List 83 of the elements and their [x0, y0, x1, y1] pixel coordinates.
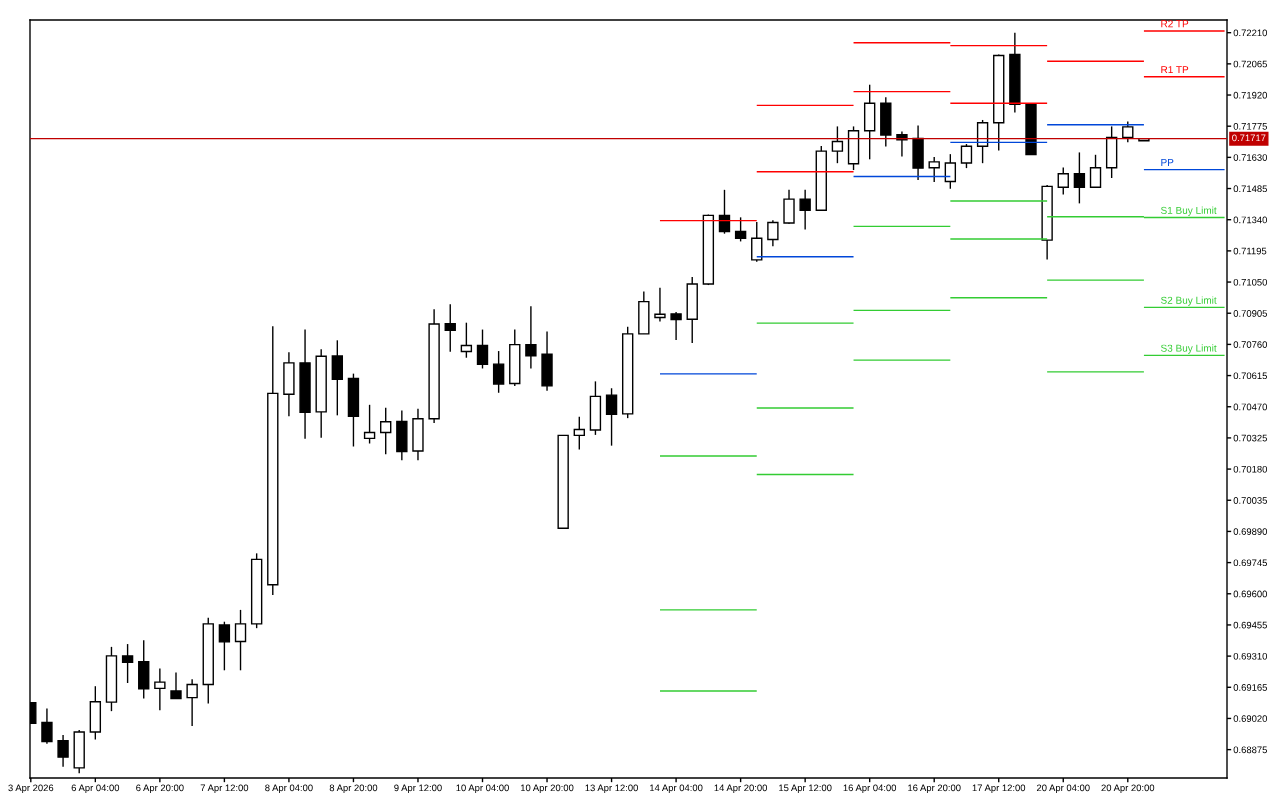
y-tick-label: 0.69020: [1233, 715, 1268, 722]
candlestick: [154, 667, 166, 711]
y-tick-label: 0.69890: [1233, 528, 1268, 535]
x-tick-label: 6 Apr 20:00: [136, 784, 184, 794]
candlestick: [751, 221, 763, 263]
candlestick: [799, 189, 811, 231]
x-tick-label: 20 Apr 20:00: [1101, 784, 1155, 794]
y-tick-label: 0.68875: [1233, 746, 1267, 754]
x-tick-label: 14 Apr 04:00: [650, 784, 703, 794]
candlestick: [170, 671, 182, 700]
series-label: S2 Buy Limit: [1160, 296, 1217, 306]
y-tick-label: 0.70325: [1233, 434, 1267, 442]
candlestick: [605, 387, 618, 447]
x-tick-label: 13 Apr 12:00: [585, 784, 638, 794]
ref-line-label: 0.71717: [1232, 134, 1266, 142]
y-tick-label: 0.69310: [1233, 652, 1268, 660]
y-tick-label: 0.70760: [1233, 341, 1268, 348]
x-tick-label: 15 Apr 12:00: [779, 784, 832, 794]
x-tick-label: 9 Apr 12:00: [394, 784, 442, 794]
x-tick-label: 14 Apr 20:00: [714, 784, 768, 794]
candlestick: [1089, 154, 1102, 188]
candlestick: [492, 350, 505, 394]
x-tick-label: 3 Apr 2026: [8, 784, 54, 794]
candlestick: [476, 328, 489, 370]
y-tick-label: 0.71775: [1233, 123, 1267, 130]
y-tick-label: 0.71920: [1233, 91, 1268, 99]
candlestick: [783, 189, 795, 225]
y-tick-label: 0.70035: [1233, 497, 1267, 504]
candlestick: [976, 119, 989, 164]
candlestick: [57, 734, 69, 768]
x-tick-label: 16 Apr 20:00: [908, 784, 961, 794]
x-tick-label: 17 Apr 12:00: [972, 784, 1026, 794]
candlestick: [1073, 151, 1086, 205]
candlestick: [525, 305, 537, 370]
x-tick-label: 10 Apr 20:00: [520, 784, 574, 794]
series-label: PP: [1161, 159, 1174, 166]
candlestick: [234, 609, 247, 671]
candlestick: [960, 143, 973, 169]
candlestick: [186, 678, 198, 727]
series-label: R1 TP: [1161, 66, 1189, 74]
x-tick-label: 8 Apr 04:00: [265, 784, 313, 794]
y-tick-label: 0.71340: [1233, 216, 1268, 224]
y-tick-label: 0.71485: [1233, 185, 1267, 193]
y-tick-label: 0.71630: [1233, 154, 1268, 161]
series-label: S3 Buy Limit: [1160, 344, 1217, 354]
y-tick-label: 0.69745: [1233, 559, 1267, 567]
candlestick: [363, 404, 376, 445]
x-tick-label: 10 Apr 04:00: [456, 784, 509, 794]
candlestick: [944, 153, 957, 190]
series-label: S1 Buy Limit: [1160, 206, 1217, 216]
y-tick-label: 0.69600: [1233, 590, 1268, 598]
candlestick: [928, 156, 940, 183]
series-label: R2 TP: [1161, 20, 1189, 28]
candlestick: [121, 643, 134, 684]
x-tick-label: 6 Apr 04:00: [71, 784, 120, 794]
x-tick-label: 16 Apr 04:00: [843, 784, 897, 794]
candlestick: [380, 407, 392, 455]
candlestick: [460, 321, 473, 359]
candlestick: [1122, 120, 1134, 144]
x-tick-label: 8 Apr 20:00: [329, 784, 378, 794]
y-tick-label: 0.70905: [1233, 310, 1267, 317]
x-tick-label: 7 Apr 12:00: [200, 784, 249, 794]
candlestick: [331, 339, 344, 417]
candlestick: [573, 415, 585, 451]
y-tick-label: 0.69165: [1233, 684, 1267, 691]
y-tick-label: 0.70180: [1233, 465, 1268, 473]
candlestick: [767, 219, 779, 248]
candlestick: [41, 707, 53, 745]
candlestick: [444, 303, 456, 353]
y-tick-label: 0.72065: [1233, 60, 1267, 68]
y-tick-label: 0.69455: [1233, 621, 1267, 629]
candlestick: [670, 311, 682, 341]
candlestick: [218, 621, 231, 671]
y-tick-label: 0.72210: [1233, 29, 1268, 37]
x-tick-label: 20 Apr 04:00: [1036, 784, 1090, 794]
y-tick-label: 0.70615: [1233, 372, 1267, 380]
candlestick: [831, 125, 844, 164]
y-tick-label: 0.71050: [1233, 278, 1268, 286]
candlestick: [1057, 166, 1069, 196]
candlestick: [734, 216, 747, 243]
y-tick-label: 0.70470: [1233, 403, 1268, 411]
y-tick-label: 0.71195: [1233, 247, 1267, 255]
candlestick: [654, 286, 666, 323]
